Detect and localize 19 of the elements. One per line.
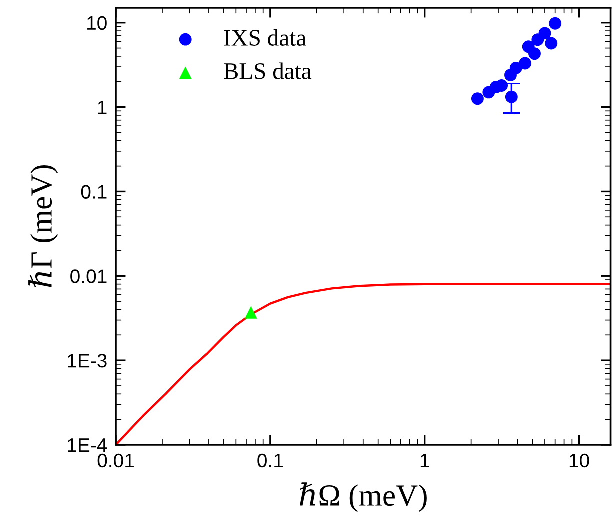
x-tick-label: 1 [420,454,430,468]
x-tick-label: 0.01 [98,454,134,468]
legend-label: BLS data [224,62,312,80]
y-tick-label: 0.1 [81,185,107,199]
x-tick-label: 0.1 [258,454,283,468]
point [549,17,562,30]
point [510,62,522,74]
y-tick-label: 0.01 [70,270,107,284]
y-tick-label: 1 [98,100,107,114]
y-axis-title: ℏΓ (meV) [28,165,58,288]
point [538,27,552,40]
x-tick-label: 10 [570,454,590,468]
legend-label: IXS data [224,29,306,46]
x-axis-title: ℏΩ (meV) [300,482,427,512]
y-tick-label: 10 [88,16,107,30]
point [545,37,558,50]
y-tick-label: 1E-3 [68,354,107,368]
y-tick-label: 1E-4 [68,438,108,452]
point [528,48,541,60]
